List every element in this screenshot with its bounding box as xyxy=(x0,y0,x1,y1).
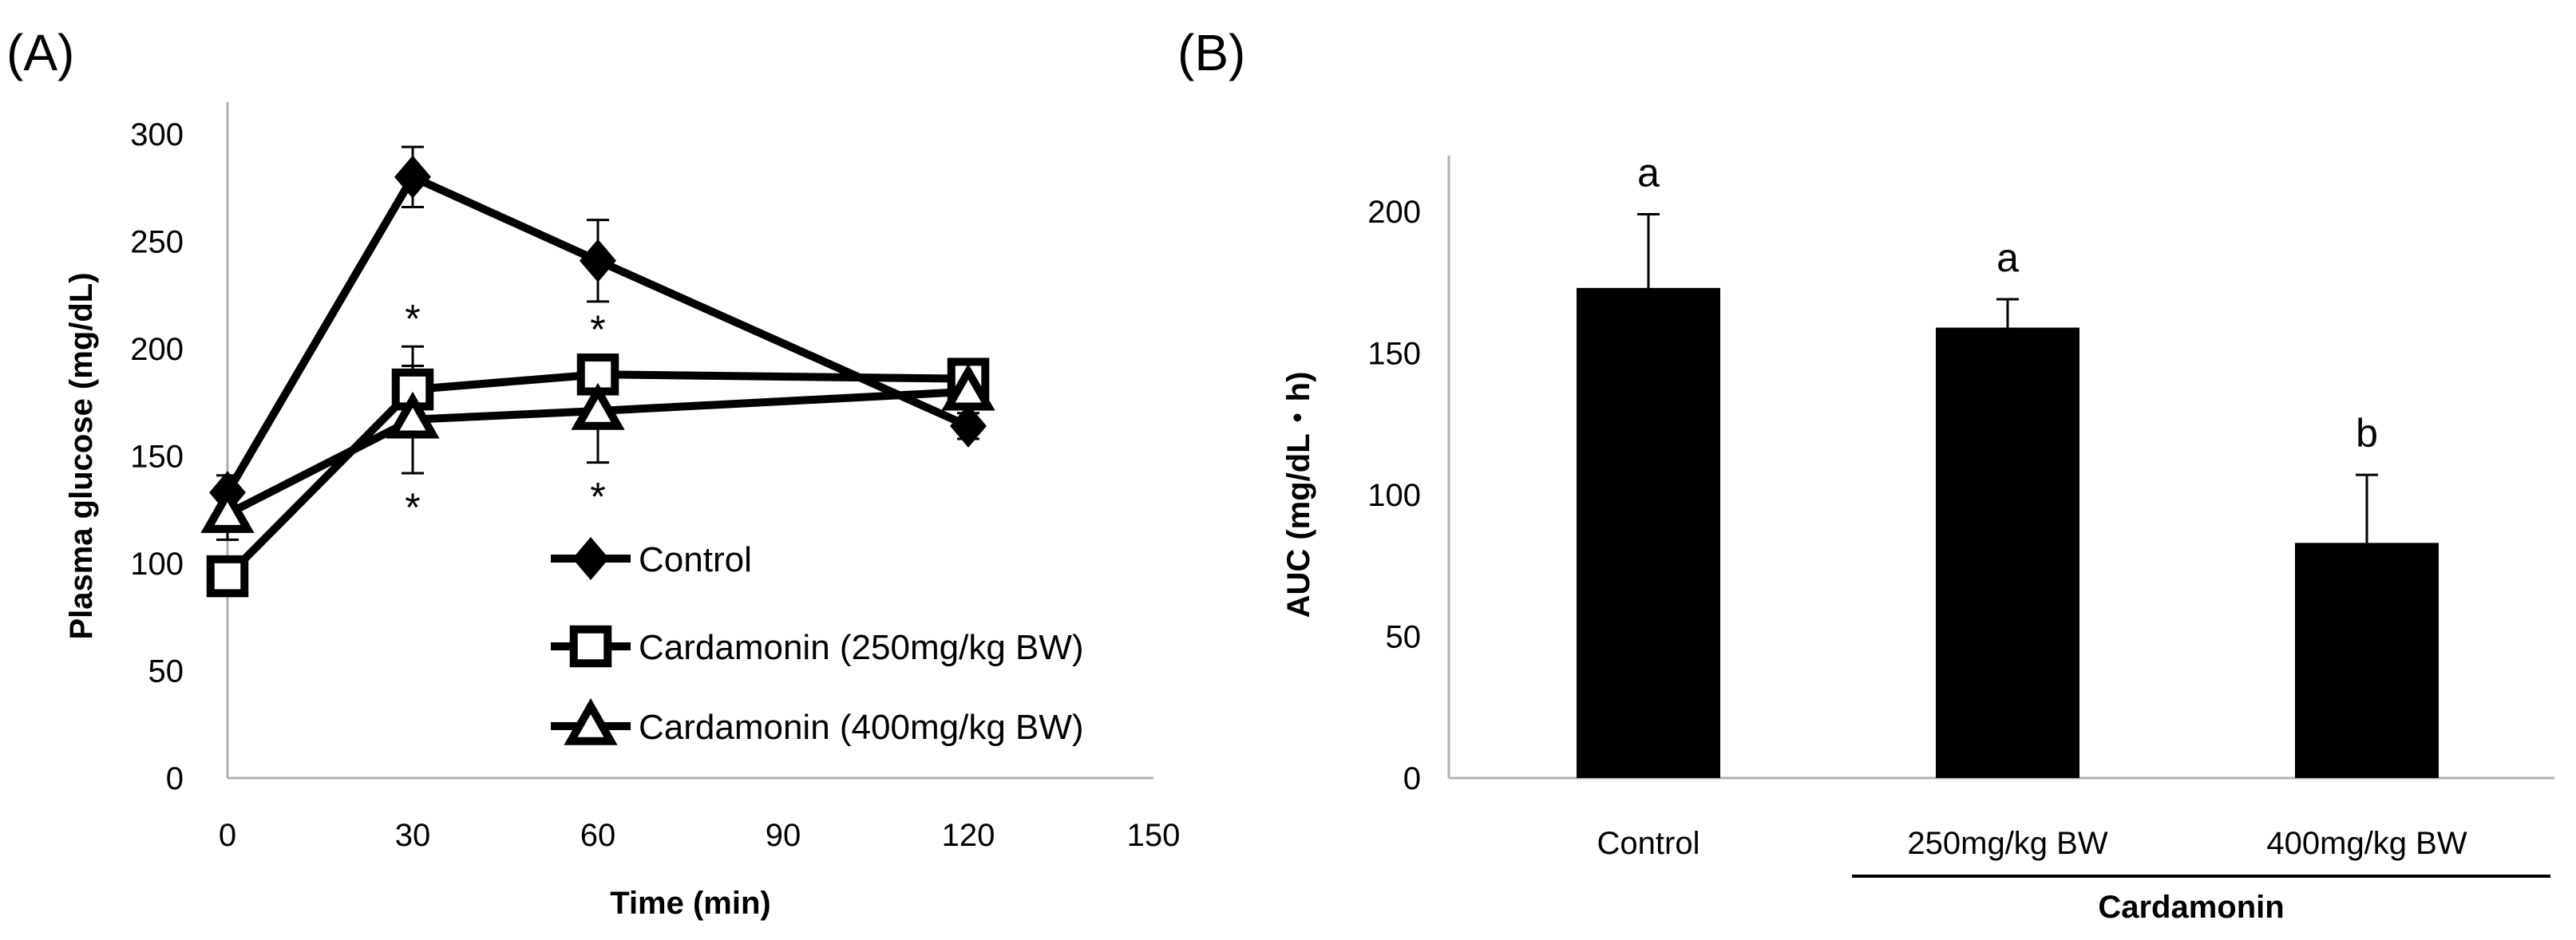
data-point-0 xyxy=(580,239,616,282)
data-point-2 xyxy=(200,486,255,533)
data-point-0 xyxy=(950,404,987,448)
y-axis-title: Plasma glucose (mg/dL) xyxy=(64,272,99,639)
legend-label: Control xyxy=(639,540,752,579)
legend-marker xyxy=(572,537,609,580)
series-line-2 xyxy=(225,387,969,518)
x-tick-label: 250mg/kg BW xyxy=(1907,826,2107,861)
data-point-1 xyxy=(206,555,249,598)
y-tick-label: 50 xyxy=(1386,620,1422,655)
significance-letter: a xyxy=(1996,235,2019,280)
legend-label: Cardamonin (400mg/kg BW) xyxy=(639,708,1084,747)
y-tick-label: 100 xyxy=(1367,478,1421,513)
significance-letter: a xyxy=(1637,151,1660,196)
x-tick-label: 30 xyxy=(395,818,431,853)
x-tick-label: 150 xyxy=(1127,818,1181,853)
significance-star: * xyxy=(405,485,420,530)
y-tick-label: 250 xyxy=(130,225,184,260)
y-tick-label: 50 xyxy=(148,654,184,689)
data-point-1 xyxy=(391,368,434,411)
y-tick-label: 0 xyxy=(1403,761,1421,796)
y-tick-label: 150 xyxy=(1367,337,1421,372)
x-tick-label: 60 xyxy=(580,818,616,853)
significance-letter: b xyxy=(2356,411,2378,456)
y-tick-label: 300 xyxy=(130,117,184,152)
x-tick-label: Control xyxy=(1597,826,1700,861)
y-tick-label: 200 xyxy=(130,332,184,367)
series-line-0 xyxy=(224,172,971,495)
bar xyxy=(1936,327,2079,778)
bar xyxy=(1577,287,1720,779)
group-label: Cardamonin xyxy=(2098,890,2284,925)
x-axis-title: Time (min) xyxy=(610,886,771,921)
panel-label-b: (B) xyxy=(1177,24,1245,81)
data-point-0 xyxy=(394,155,431,199)
legend-marker xyxy=(564,697,618,745)
y-tick-label: 200 xyxy=(1367,195,1421,230)
panel-label-a: (A) xyxy=(6,24,74,81)
x-tick-label: 120 xyxy=(942,818,995,853)
data-point-2 xyxy=(571,382,625,430)
significance-star: * xyxy=(590,307,605,352)
x-tick-label: 0 xyxy=(219,818,236,853)
series-line-1 xyxy=(224,370,969,579)
legend-marker xyxy=(569,625,612,668)
y-axis-title: AUC (mg/dL・h) xyxy=(1281,372,1316,618)
data-point-2 xyxy=(386,391,440,439)
line-chart: 0 50 100 150 200 250 300 0 30 60 90 120 150 Time (min… xyxy=(64,102,1180,921)
y-tick-label: 0 xyxy=(166,761,184,796)
significance-star: * xyxy=(405,296,420,341)
x-tick-label: 400mg/kg BW xyxy=(2266,826,2467,861)
legend-label: Cardamonin (250mg/kg BW) xyxy=(639,628,1084,667)
significance-star: * xyxy=(590,475,605,519)
y-tick-label: 100 xyxy=(130,547,184,582)
data-point-2 xyxy=(941,363,995,411)
y-tick-label: 150 xyxy=(130,440,184,475)
bar-chart: 0 50 100 150 200 AUC (mg/dL・h) a Control a 250mg/… xyxy=(1281,151,2554,925)
x-tick-label: 90 xyxy=(766,818,801,853)
